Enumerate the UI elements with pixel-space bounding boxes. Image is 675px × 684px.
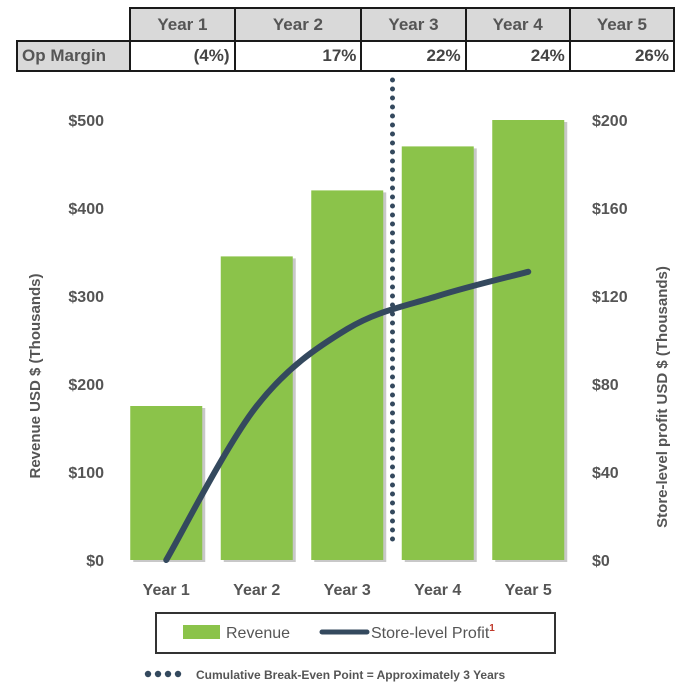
table-header-year-5: Year 5 — [568, 7, 675, 42]
note-dot — [144, 670, 152, 678]
x-tick-label: Year 3 — [324, 582, 371, 599]
profit-line — [163, 268, 532, 563]
x-tick-label: Year 4 — [414, 582, 461, 599]
legend-profit-label: Store-level Profit1 — [371, 623, 495, 642]
revenue-bar — [130, 406, 203, 560]
legend: Revenue Store-level Profit1 — [155, 612, 556, 654]
y-tick-label-left: $200 — [68, 377, 104, 394]
y-tick-label-left: $500 — [68, 113, 104, 130]
note-dot — [174, 670, 182, 678]
break-even-note: Cumulative Break-Even Point = Approximat… — [144, 668, 505, 682]
y-tick-label-left: $400 — [68, 201, 104, 218]
legend-footnote-marker: 1 — [489, 623, 495, 634]
op-margin-year-2: 17% — [233, 40, 363, 72]
y-tick-label-left: $100 — [68, 465, 104, 482]
op-margin-year-3: 22% — [360, 40, 467, 72]
op-margin-year-5: 26% — [568, 40, 675, 72]
y-tick-label-right: $80 — [592, 377, 619, 394]
y-axis-title-right: Store-level profit USD $ (Thousands) — [654, 266, 671, 528]
revenue-bar — [311, 190, 384, 560]
x-tick-label: Year 2 — [233, 582, 280, 599]
y-axis-title-left: Revenue USD $ (Thousands) — [27, 273, 44, 478]
axis-ticks: Year 1 Year 2 Year 3 Year 4 Year 5 $0 $100 $200… — [68, 113, 627, 599]
break-even-note-dots — [144, 670, 182, 678]
revenue-bars — [130, 120, 568, 562]
table-row: Op Margin (4%) 17% 22% 24% 26% — [15, 40, 675, 72]
op-margin-table: Year 1 Year 2 Year 3 Year 4 Year 5 Op Ma… — [15, 7, 675, 72]
table-header-year-3: Year 3 — [360, 7, 467, 42]
table-row-label: Op Margin — [15, 40, 132, 72]
op-margin-year-1: (4%) — [129, 40, 236, 72]
table-header-year-4: Year 4 — [464, 7, 571, 42]
break-even-note-text: Cumulative Break-Even Point = Approximat… — [196, 668, 505, 682]
y-tick-label-right: $200 — [592, 113, 628, 130]
legend-revenue-label: Revenue — [226, 625, 290, 642]
y-tick-label-right: $120 — [592, 289, 628, 306]
y-tick-label-right: $40 — [592, 465, 619, 482]
y-tick-label-right: $0 — [592, 553, 610, 570]
y-tick-label-right: $160 — [592, 201, 628, 218]
note-dot — [154, 670, 162, 678]
table-header-year-1: Year 1 — [129, 7, 236, 42]
x-tick-label: Year 5 — [505, 582, 552, 599]
x-tick-label: Year 1 — [143, 582, 190, 599]
op-margin-year-4: 24% — [464, 40, 571, 72]
table-header-row: Year 1 Year 2 Year 3 Year 4 Year 5 — [17, 7, 675, 42]
legend-revenue-swatch — [183, 625, 220, 639]
y-tick-label-left: $300 — [68, 289, 104, 306]
legend-profit-text: Store-level Profit — [371, 625, 490, 642]
note-dot — [164, 670, 172, 678]
revenue-bar — [401, 146, 474, 560]
revenue-bar — [492, 120, 565, 560]
table-header-year-2: Year 2 — [233, 7, 363, 42]
y-tick-label-left: $0 — [86, 553, 104, 570]
